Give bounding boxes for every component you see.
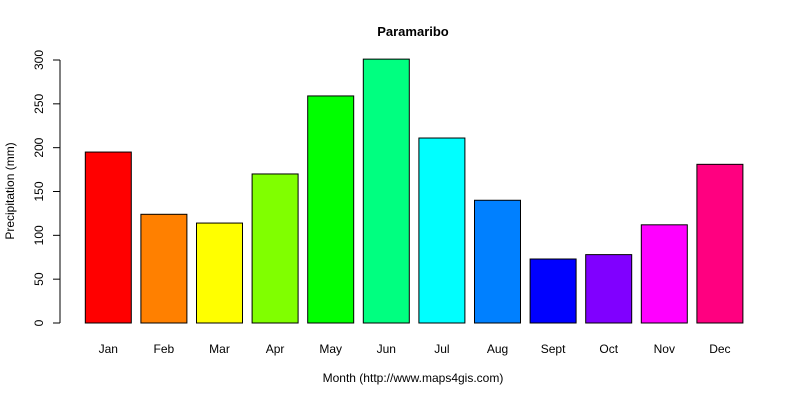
y-tick-label: 50 [32,272,46,286]
y-tick-label: 0 [32,319,46,326]
bar [251,173,299,324]
bar [418,137,466,324]
y-axis-label: Precipitation (mm) [3,142,17,239]
bar [307,95,355,324]
bar [84,151,132,324]
x-tick-label: Oct [599,342,618,356]
y-tick-label: 150 [32,181,46,201]
x-tick-label: May [319,342,342,356]
x-tick-label: Feb [154,342,175,356]
bar [474,199,521,324]
x-tick-label: Sept [541,342,566,356]
bar [585,254,633,324]
bar [640,224,688,324]
bar [362,58,410,324]
y-tick-label: 100 [32,225,46,245]
y-tick-label: 250 [32,94,46,114]
x-tick-label: Nov [654,342,675,356]
x-tick-label: Dec [709,342,730,356]
x-tick-label: Mar [209,342,230,356]
x-tick-label: Apr [266,342,285,356]
x-tick-label: Aug [487,342,508,356]
bar [196,222,243,324]
bar [529,258,577,324]
x-tick-label: Jan [99,342,118,356]
x-tick-label: Jun [377,342,396,356]
y-tick-label: 200 [32,137,46,157]
chart-title: Paramaribo [377,24,449,39]
y-tick-label: 300 [32,50,46,70]
x-tick-label: Jul [434,342,449,356]
bar [140,213,188,324]
bar [696,163,744,324]
x-axis-label: Month (http://www.maps4gis.com) [323,371,504,385]
